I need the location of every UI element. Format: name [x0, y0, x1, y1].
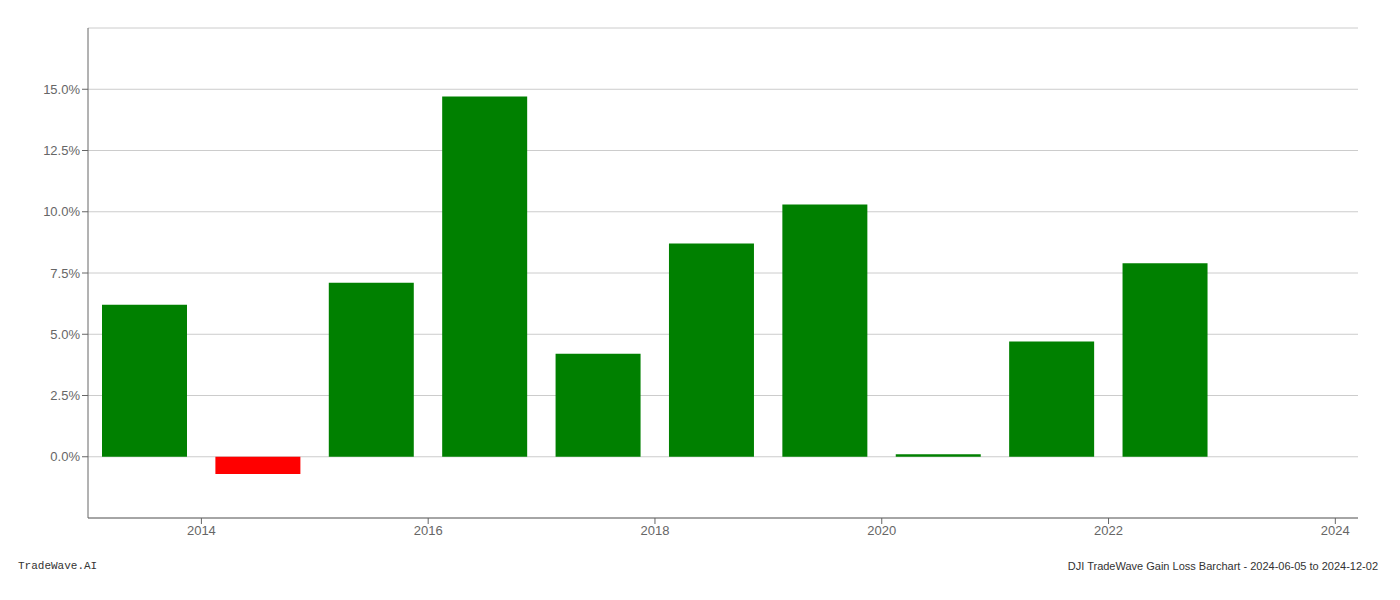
svg-text:7.5%: 7.5% — [50, 266, 80, 281]
svg-text:10.0%: 10.0% — [43, 204, 80, 219]
svg-text:2.5%: 2.5% — [50, 388, 80, 403]
svg-text:15.0%: 15.0% — [43, 82, 80, 97]
html-text:TradeWave.AI: TradeWave.AI — [18, 560, 98, 572]
svg-text:12.5%: 12.5% — [43, 143, 80, 158]
svg-text:2024: 2024 — [1321, 523, 1350, 538]
svg-text:0.0%: 0.0% — [50, 449, 80, 464]
html-text:DJI TradeWave Gain Loss Barcha: DJI TradeWave Gain Loss Barchart - 2024-… — [1067, 560, 1378, 572]
svg-text:2014: 2014 — [187, 523, 216, 538]
svg-text:2018: 2018 — [641, 523, 670, 538]
svg-text:2016: 2016 — [414, 523, 443, 538]
svg-text:5.0%: 5.0% — [50, 327, 80, 342]
svg-text:2020: 2020 — [867, 523, 896, 538]
svg-text:2022: 2022 — [1094, 523, 1123, 538]
